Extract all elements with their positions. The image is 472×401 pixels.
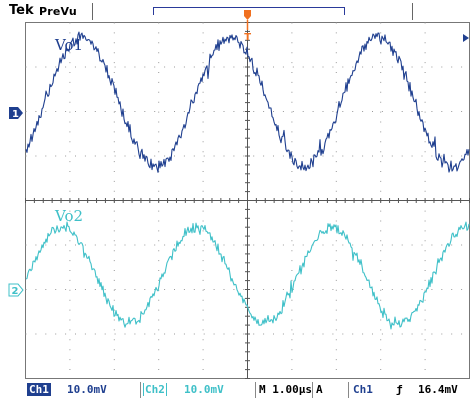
trigger-marker-label: T	[244, 32, 251, 43]
header-divider	[92, 3, 93, 20]
ch2-waveform	[25, 221, 470, 330]
status-divider	[255, 382, 256, 398]
ch2-trace-label: Vo2	[54, 207, 83, 225]
acquisition-mode-label: PreVu	[39, 5, 77, 18]
ch1-waveform	[25, 31, 470, 173]
header-divider	[412, 3, 413, 20]
ch1-readout-label[interactable]: Ch1	[27, 383, 51, 396]
ch2-readout-label[interactable]: Ch2	[143, 383, 167, 396]
status-divider	[312, 382, 313, 398]
brand-logo: Tek	[9, 3, 34, 18]
trigger-edge-icon[interactable]: ƒ	[396, 383, 403, 396]
ch1-ground-marker[interactable]: 1	[9, 107, 23, 120]
record-view-bracket[interactable]	[153, 7, 345, 15]
trigger-level-readout[interactable]: 16.4mV	[418, 383, 458, 396]
graticule-grid	[25, 22, 470, 379]
ch2-scale-readout[interactable]: 10.0mV	[184, 383, 224, 396]
ch1-marker-label: 1	[12, 109, 19, 120]
scope-header: Tek PreVu	[0, 0, 472, 22]
status-bar: Ch1 10.0mV Ch2 10.0mV M 1.00µs A Ch1 ƒ 1…	[0, 379, 472, 401]
timebase-readout[interactable]: M 1.00µs	[259, 383, 312, 396]
ch1-trace-label: Vo1	[54, 36, 83, 54]
ch1-scale-readout[interactable]: 10.0mV	[67, 383, 107, 396]
trigger-position-marker[interactable]: T	[244, 10, 251, 43]
trigger-level-arrow-icon[interactable]	[463, 34, 469, 42]
status-divider	[140, 382, 141, 398]
acquisition-readout: A	[316, 383, 323, 396]
ch2-marker-label: 2	[12, 286, 19, 297]
ch2-ground-marker[interactable]: 2	[8, 283, 24, 297]
trigger-source-readout[interactable]: Ch1	[353, 383, 373, 396]
status-divider	[348, 382, 349, 398]
